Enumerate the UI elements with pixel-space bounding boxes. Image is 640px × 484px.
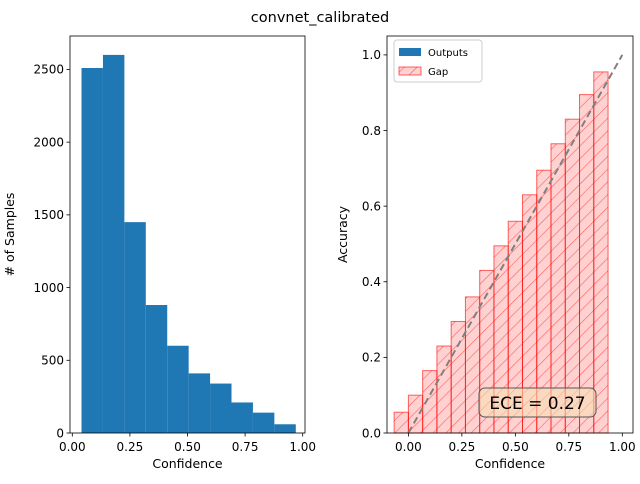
histogram-bar [145,305,168,433]
y-tick-label: 0.6 [362,199,381,213]
x-tick-label: 0.75 [232,440,259,454]
y-axis-label: # of Samples [2,193,17,277]
y-tick-label: 500 [41,354,64,368]
legend-swatch-outputs [399,48,421,56]
y-tick-label: 0.4 [362,275,381,289]
y-tick-label: 1000 [33,281,64,295]
gap-bar-hatch [450,320,466,434]
y-tick-label: 1.0 [362,48,381,62]
y-tick-label: 0.0 [362,426,381,440]
gap-bar-hatch [436,345,452,434]
histogram-bar [188,373,211,433]
y-axis-label: Accuracy [335,205,350,263]
x-tick-label: 0.00 [59,440,86,454]
histogram-bar [252,412,275,433]
histogram-bar [231,402,253,433]
figure-title: convnet_calibrated [251,10,389,26]
y-tick-label: 0.2 [362,351,381,365]
legend-swatch-gap-hatch [398,66,422,76]
legend: Outputs Gap [393,39,483,83]
reliability-chart: 0.00 0.25 0.50 0.75 1.00 0.0 0.2 0.4 0.6 0.8 1.0 Co… [335,35,636,471]
x-tick-label: 0.00 [395,440,422,454]
histogram-bar [124,222,146,433]
y-tick-label: 1500 [33,208,64,222]
histogram-bar [102,54,125,434]
perfect-calibration-line [407,54,624,434]
x-tick-label: 0.25 [117,440,144,454]
y-tick-label: 0.8 [362,124,381,138]
axes-frame [386,35,634,434]
gap-bar-hatch [593,71,609,434]
gap-bar-hatch [422,370,438,434]
x-axis-label: Confidence [475,456,546,471]
y-tick-label: 2000 [33,135,64,149]
ece-annotation: ECE = 0.27 [478,387,597,418]
x-tick-label: 0.50 [502,440,529,454]
gap-bar-hatch [464,296,481,434]
x-tick-label: 0.75 [555,440,582,454]
axes-frame [69,35,306,434]
x-tick-label: 0.25 [449,440,476,454]
legend-label-gap: Gap [428,67,448,78]
histogram-bar [274,424,296,433]
legend-label-outputs: Outputs [428,48,468,59]
x-axis-label: Confidence [152,456,223,471]
x-tick-label: 1.00 [289,440,316,454]
x-tick-label: 1.00 [609,440,636,454]
histogram-bar [81,67,103,433]
histogram-bar [167,345,189,433]
y-tick-label: 0 [56,426,64,440]
ece-annotation-box [478,387,597,418]
gap-bar-hatch [579,94,595,434]
ece-annotation-text: ECE = 0.27 [489,394,585,414]
gap-bar-hatch [393,411,409,434]
histogram-chart: 0.00 0.25 0.50 0.75 1.00 0 500 1000 1500 2000 2500… [2,35,316,471]
histogram-bar [210,383,232,433]
y-tick-label: 2500 [33,63,64,77]
x-tick-label: 0.50 [174,440,201,454]
gap-bar-hatch [564,118,581,434]
